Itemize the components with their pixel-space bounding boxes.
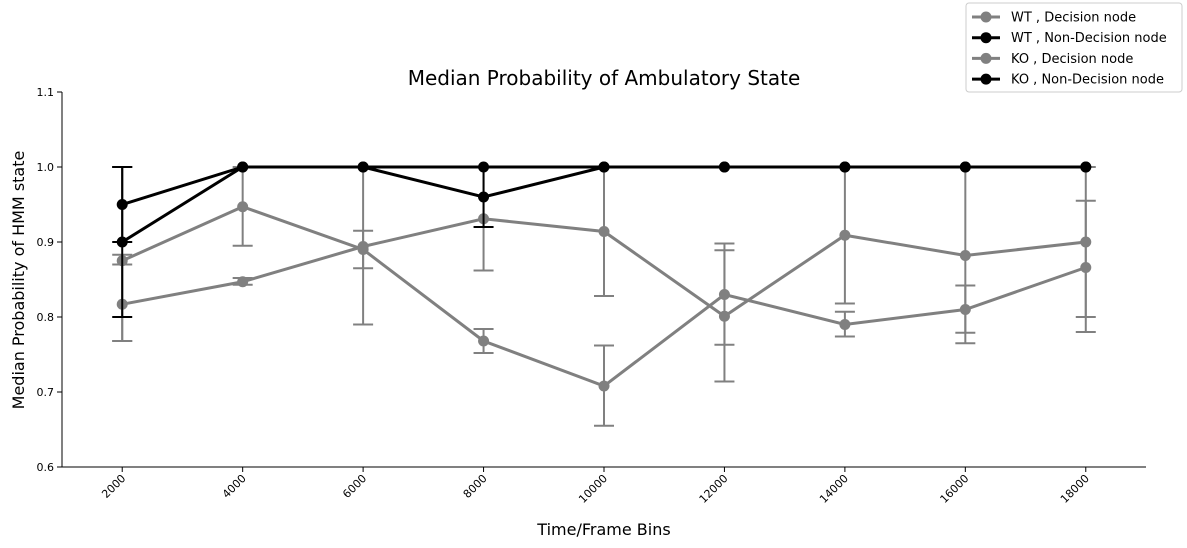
y-tick-label: 1.0	[37, 161, 55, 174]
y-tick-label: 1.1	[37, 86, 55, 99]
legend-marker	[980, 52, 992, 64]
y-axis-label: Median Probability of HMM state	[9, 151, 28, 410]
legend-marker	[980, 73, 992, 85]
series-layer	[112, 161, 1096, 427]
y-tick-label: 0.6	[37, 461, 55, 474]
axes: 0.6 0.7 0.8 0.9 1.0 1.1 2000 4000 6000 8000 10000 1…	[37, 86, 1146, 506]
data-point	[478, 161, 490, 173]
legend: WT , Decision node WT , Non-Decision node…	[965, 2, 1183, 93]
series-3	[112, 161, 1092, 318]
data-point	[718, 161, 730, 173]
x-tick-label: 18000	[1058, 472, 1092, 506]
data-point	[478, 191, 490, 203]
data-point	[237, 276, 249, 288]
x-tick-label: 14000	[817, 472, 851, 506]
y-tick-label: 0.9	[37, 236, 55, 249]
data-point	[839, 229, 851, 241]
x-axis-label: Time/Frame Bins	[536, 520, 670, 539]
data-point	[598, 226, 610, 237]
legend-marker	[980, 32, 992, 44]
chart-title: Median Probability of Ambulatory State	[408, 66, 801, 90]
data-point	[237, 161, 249, 173]
data-point	[237, 201, 249, 213]
data-point	[1080, 161, 1092, 173]
x-tick-label: 4000	[220, 472, 249, 501]
x-tick-label: 2000	[99, 472, 128, 501]
y-tick-label: 0.8	[37, 311, 55, 324]
x-tick-label: 10000	[576, 472, 610, 506]
data-point	[959, 161, 971, 173]
data-point	[959, 250, 971, 261]
data-point	[1080, 236, 1092, 248]
data-point	[357, 241, 369, 252]
x-tick-label: 12000	[697, 472, 731, 506]
legend-label: WT , Non-Decision node	[1011, 31, 1167, 46]
data-point	[839, 319, 851, 330]
data-point	[357, 161, 369, 173]
data-point	[598, 380, 610, 392]
legend-box	[965, 2, 1183, 93]
data-point	[478, 335, 490, 347]
data-point	[116, 236, 128, 248]
data-point	[839, 161, 851, 173]
legend-label: WT , Decision node	[1011, 11, 1136, 26]
data-point	[718, 310, 730, 322]
x-tick-label: 8000	[461, 472, 490, 501]
x-tick-label: 6000	[340, 472, 369, 501]
y-tick-label: 0.7	[37, 386, 55, 399]
legend-label: KO , Decision node	[1011, 52, 1133, 67]
legend-label: KO , Non-Decision node	[1011, 73, 1164, 88]
legend-marker	[980, 11, 992, 23]
data-point	[598, 161, 610, 173]
x-tick-label: 16000	[938, 472, 972, 506]
